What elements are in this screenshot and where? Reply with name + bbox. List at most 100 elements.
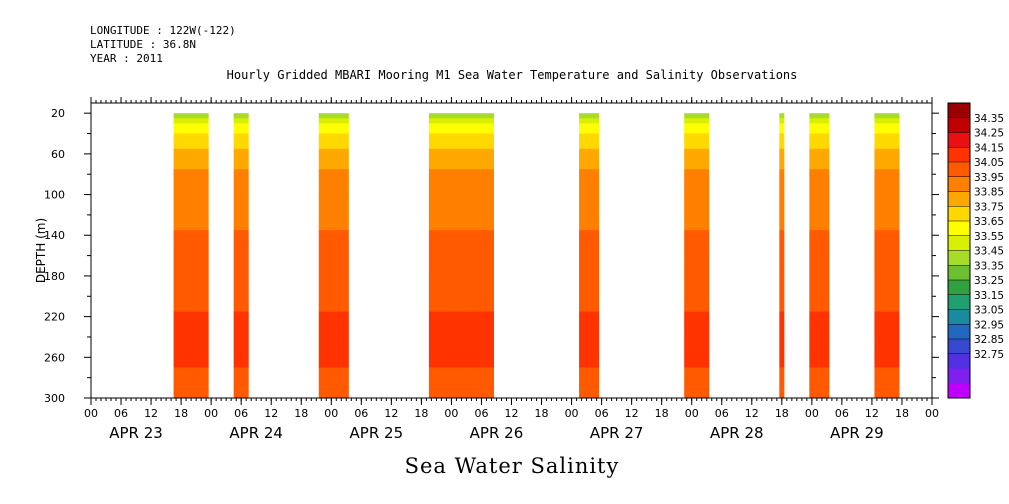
data-cell <box>579 250 600 254</box>
data-cell <box>874 329 900 333</box>
data-cell <box>779 354 785 358</box>
data-cell <box>173 176 209 180</box>
data-cell <box>684 169 710 173</box>
data-cell <box>428 212 494 216</box>
data-cell <box>779 359 785 363</box>
data-cell <box>428 258 494 262</box>
data-cell <box>579 207 600 211</box>
data-cell <box>874 390 900 394</box>
data-cell <box>233 125 249 129</box>
data-cell <box>318 197 349 201</box>
data-cell <box>233 364 249 368</box>
data-cell <box>233 314 249 318</box>
data-cell <box>318 169 349 173</box>
data-cell <box>809 296 830 300</box>
data-cell <box>779 199 785 203</box>
data-cell <box>684 219 710 223</box>
data-cell <box>779 209 785 213</box>
data-cell <box>809 186 830 190</box>
data-cell <box>684 319 710 323</box>
data-cell <box>809 263 830 267</box>
data-cell <box>809 395 830 399</box>
data-cell <box>318 133 349 137</box>
data-cell <box>428 253 494 256</box>
data-cell <box>809 260 830 264</box>
data-cell <box>173 136 209 140</box>
data-cell <box>874 148 900 152</box>
data-cell <box>874 301 900 305</box>
data-cell <box>809 326 830 330</box>
data-cell <box>579 255 600 259</box>
x-tick-label: 00 <box>685 407 699 420</box>
data-cell <box>233 370 249 373</box>
data-cell <box>173 380 209 384</box>
data-cell <box>684 184 710 188</box>
y-tick-label: 260 <box>44 351 65 364</box>
colorbar-label: 34.25 <box>974 128 1004 140</box>
data-cell <box>779 278 785 282</box>
data-cell <box>779 118 785 122</box>
data-cell <box>318 298 349 302</box>
data-cell <box>779 255 785 259</box>
data-cell <box>684 359 710 363</box>
data-cell <box>684 349 710 353</box>
data-cell <box>874 265 900 269</box>
y-axis-label: DEPTH (m) <box>34 218 48 283</box>
data-cell <box>684 153 710 157</box>
colorbar-label: 33.25 <box>974 275 1004 287</box>
data-cell <box>809 250 830 254</box>
data-cell <box>874 382 900 386</box>
data-cell <box>233 235 249 239</box>
data-cell <box>684 164 710 167</box>
data-cell <box>233 392 249 396</box>
data-cell <box>809 339 830 343</box>
x-tick-label: 12 <box>625 407 639 420</box>
data-cell <box>428 166 494 170</box>
data-cell <box>233 225 249 229</box>
data-cell <box>233 250 249 254</box>
colorbar-label: 33.15 <box>974 290 1004 302</box>
data-cell <box>684 125 710 129</box>
data-cell <box>779 370 785 373</box>
data-cell <box>173 199 209 203</box>
data-cell <box>233 181 249 185</box>
data-cell <box>233 326 249 330</box>
data-cell <box>779 387 785 391</box>
data-cell <box>173 237 209 241</box>
data-cell <box>809 146 830 150</box>
data-cell <box>233 179 249 183</box>
data-cell <box>579 237 600 241</box>
data-cell <box>579 186 600 190</box>
data-cell <box>779 306 785 310</box>
data-cell <box>318 308 349 312</box>
data-cell <box>233 390 249 394</box>
data-cell <box>318 283 349 287</box>
data-cell <box>173 169 209 173</box>
data-cell <box>809 382 830 386</box>
data-cell <box>428 242 494 246</box>
data-cell <box>233 293 249 297</box>
data-cell <box>779 123 785 127</box>
data-cell <box>779 158 785 162</box>
data-cell <box>874 156 900 160</box>
data-cell <box>874 222 900 226</box>
data-cell <box>428 344 494 348</box>
data-cell <box>779 324 785 328</box>
data-cell <box>779 301 785 305</box>
data-cell <box>874 260 900 264</box>
data-cell <box>809 151 830 155</box>
data-cell <box>428 298 494 302</box>
data-cell <box>428 146 494 150</box>
data-cell <box>809 344 830 348</box>
data-cell <box>428 326 494 330</box>
data-cell <box>318 176 349 180</box>
data-cell <box>684 222 710 226</box>
data-cell <box>874 237 900 241</box>
x-tick-label: 00 <box>444 407 458 420</box>
data-cell <box>579 293 600 297</box>
data-cell <box>809 113 830 117</box>
data-cell <box>579 377 600 381</box>
data-cell <box>233 113 249 117</box>
data-cell <box>173 204 209 208</box>
data-cell <box>233 199 249 203</box>
